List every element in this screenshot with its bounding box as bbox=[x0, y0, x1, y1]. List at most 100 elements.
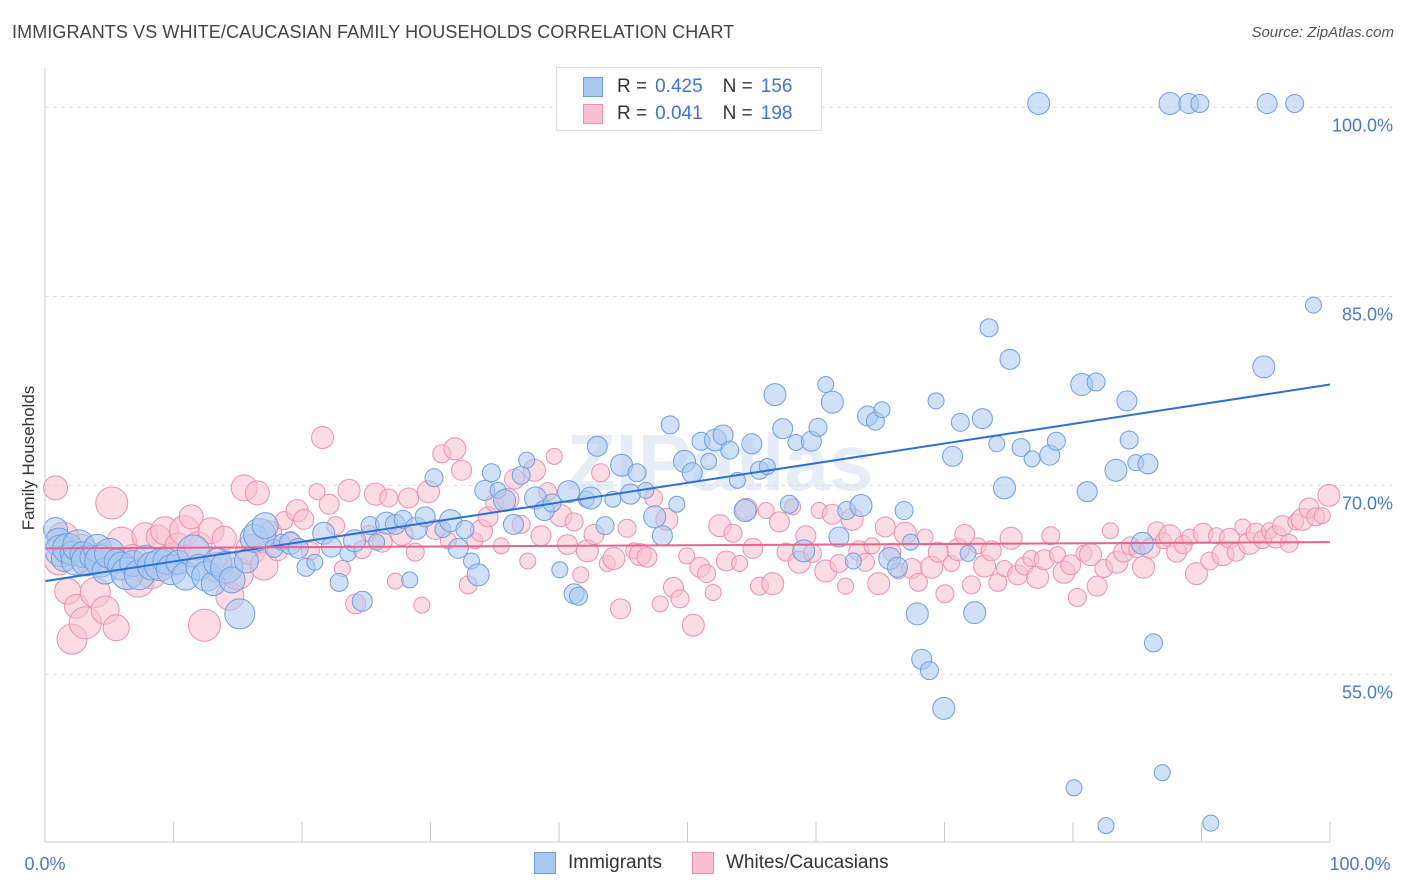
x-tick-label: 0.0% bbox=[24, 854, 65, 874]
legend-swatch-blue bbox=[583, 77, 603, 97]
legend-swatch-immigrants bbox=[534, 852, 556, 874]
immigrants-point bbox=[792, 539, 816, 563]
y-axis-label: Family Households bbox=[19, 386, 38, 531]
whites-point bbox=[405, 542, 425, 562]
immigrants-point bbox=[979, 318, 999, 338]
whites-point bbox=[908, 572, 928, 592]
whites-point bbox=[308, 483, 326, 501]
immigrants-point bbox=[1086, 372, 1106, 392]
immigrants-point bbox=[873, 401, 891, 419]
whites-point bbox=[874, 516, 896, 538]
immigrants-point bbox=[1076, 481, 1098, 503]
whites-point bbox=[916, 528, 934, 546]
immigrants-point bbox=[306, 553, 324, 571]
legend-r-label: R = bbox=[617, 76, 648, 97]
legend-swatch-pink bbox=[583, 104, 603, 124]
whites-point bbox=[386, 572, 404, 590]
whites-point bbox=[1101, 522, 1119, 540]
immigrants-point bbox=[932, 696, 956, 720]
immigrants-trend-line bbox=[44, 383, 1331, 583]
immigrants-point bbox=[772, 418, 794, 440]
immigrants-point bbox=[1104, 458, 1128, 482]
immigrants-point bbox=[905, 602, 929, 626]
immigrants-point bbox=[992, 476, 1016, 500]
immigrants-point bbox=[424, 468, 444, 488]
legend-label-whites: Whites/Caucasians bbox=[725, 852, 889, 873]
whites-point bbox=[311, 425, 335, 449]
whites-point bbox=[651, 595, 669, 613]
immigrants-point bbox=[849, 494, 873, 518]
whites-point bbox=[617, 518, 637, 538]
immigrants-point bbox=[902, 533, 920, 551]
whites-point bbox=[704, 583, 722, 601]
axes: 100.0% 85.0% 70.0% 55.0% 0.0% 100.0% bbox=[24, 68, 1393, 874]
immigrants-point bbox=[502, 513, 524, 535]
immigrants-point bbox=[681, 462, 703, 484]
whites-point bbox=[1132, 555, 1156, 579]
whites-point bbox=[187, 608, 221, 642]
immigrants-point bbox=[1252, 355, 1276, 379]
immigrants-point bbox=[1202, 814, 1220, 832]
immigrants-point bbox=[481, 463, 501, 483]
legend-n-label: N = bbox=[722, 76, 753, 97]
whites-point bbox=[609, 598, 631, 620]
series-legend: Immigrants Whites/Caucasians bbox=[534, 852, 919, 874]
whites-point bbox=[244, 480, 270, 506]
immigrants-point bbox=[844, 552, 862, 570]
immigrants-point bbox=[1256, 93, 1278, 115]
legend-swatch-whites bbox=[691, 852, 714, 874]
legend-n-value: 198 bbox=[760, 103, 793, 124]
y-tick-label: 55.0% bbox=[1342, 682, 1393, 702]
immigrants-point bbox=[963, 601, 987, 625]
immigrants-point bbox=[447, 537, 469, 559]
immigrants-point bbox=[551, 561, 569, 579]
legend-item-whites[interactable]: Whites/Caucasians bbox=[691, 852, 889, 874]
immigrants-point bbox=[741, 433, 763, 455]
immigrants-point bbox=[808, 417, 828, 437]
immigrants-point bbox=[218, 566, 246, 594]
immigrants-point bbox=[557, 480, 581, 504]
immigrants-point bbox=[1137, 453, 1159, 475]
whites-point bbox=[337, 478, 361, 502]
trend-lines bbox=[44, 383, 1331, 583]
immigrants-point bbox=[1158, 92, 1182, 116]
immigrants-point bbox=[779, 494, 799, 514]
whites-point bbox=[451, 459, 473, 481]
immigrants-point bbox=[1190, 94, 1210, 114]
whites-point bbox=[961, 575, 981, 595]
immigrants-point bbox=[1011, 438, 1031, 458]
whites-point bbox=[413, 596, 431, 614]
immigrants-point bbox=[643, 505, 667, 529]
immigrants-point bbox=[619, 483, 641, 505]
whites-point bbox=[863, 537, 881, 555]
whites-point bbox=[1317, 483, 1341, 507]
whites-point bbox=[731, 554, 749, 572]
immigrants-point bbox=[493, 488, 517, 512]
legend-item-immigrants[interactable]: Immigrants bbox=[534, 852, 662, 874]
y-tick-label: 70.0% bbox=[1342, 493, 1393, 513]
y-tick-label: 85.0% bbox=[1342, 304, 1393, 324]
whites-point bbox=[379, 488, 399, 508]
immigrants-point bbox=[668, 495, 686, 513]
immigrants-point bbox=[660, 415, 680, 435]
whites-point bbox=[443, 437, 467, 461]
source-credit: Source: ZipAtlas.com bbox=[1251, 24, 1394, 41]
immigrants-point bbox=[763, 383, 787, 407]
immigrants-point bbox=[466, 563, 490, 587]
stats-legend: R = 0.425 N = 156 R = 0.041 N = 198 bbox=[556, 67, 822, 131]
immigrants-point bbox=[1097, 817, 1115, 835]
whites-point bbox=[318, 493, 340, 515]
immigrants-point bbox=[224, 598, 256, 630]
immigrants-points bbox=[43, 92, 1322, 835]
whites-point bbox=[557, 534, 579, 556]
whites-points bbox=[43, 425, 1341, 655]
legend-row-whites: R = 0.041 N = 198 bbox=[583, 101, 792, 127]
immigrants-point bbox=[1046, 431, 1066, 451]
immigrants-point bbox=[988, 435, 1006, 453]
whites-point bbox=[530, 525, 552, 547]
immigrants-point bbox=[894, 501, 914, 521]
immigrants-point bbox=[569, 586, 589, 606]
legend-r-value: 0.425 bbox=[655, 76, 703, 97]
immigrants-point bbox=[586, 435, 608, 457]
whites-point bbox=[761, 572, 785, 596]
